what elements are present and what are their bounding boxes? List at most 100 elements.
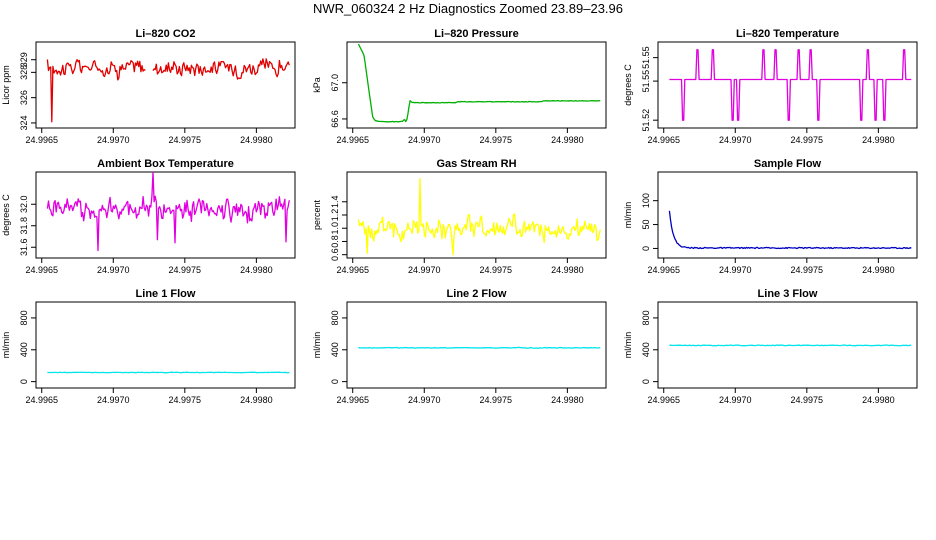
panel-title: Line 2 Flow <box>447 288 507 300</box>
x-tick-label: 24.9970 <box>408 135 441 145</box>
y-tick-label: 800 <box>19 310 29 325</box>
data-series-line <box>358 346 601 349</box>
x-tick-label: 24.9980 <box>551 265 584 275</box>
x-tick-label: 24.9970 <box>408 395 441 405</box>
x-tick-label: 24.9980 <box>551 395 584 405</box>
y-tick-label: 800 <box>330 310 340 325</box>
x-tick-label: 24.9965 <box>25 395 58 405</box>
x-tick-label: 24.9975 <box>791 395 824 405</box>
data-series-line <box>357 43 601 123</box>
data-series-line <box>669 49 912 121</box>
y-tick-label: 0 <box>19 379 29 384</box>
x-tick-label: 24.9965 <box>647 265 680 275</box>
chart-panel-2: Li–820 Pressure kPa 24.9965 24.9970 24.9975 2… <box>312 28 607 145</box>
y-tick-label: 329 <box>19 52 29 67</box>
x-tick-label: 24.9965 <box>336 135 369 145</box>
x-tick-label: 24.9965 <box>336 395 369 405</box>
y-tick-label: 100 <box>641 193 651 208</box>
y-tick-label: 51.52 <box>641 109 651 132</box>
x-tick-label: 24.9965 <box>647 135 680 145</box>
data-series-line <box>46 172 290 252</box>
x-tick-label: 24.9970 <box>97 395 130 405</box>
x-tick-label: 24.9980 <box>862 265 895 275</box>
plot-frame <box>657 41 918 129</box>
y-axis-label: percent <box>312 199 322 230</box>
x-tick-label: 24.9970 <box>719 395 752 405</box>
plot-frame <box>35 171 296 259</box>
y-tick-label: 66.6 <box>330 110 340 128</box>
y-tick-label: 50 <box>641 220 651 230</box>
x-tick-label: 24.9975 <box>169 135 202 145</box>
panel-title: Li–820 Pressure <box>434 28 518 40</box>
plot-frame <box>346 171 607 259</box>
y-tick-label: 32.0 <box>19 195 29 213</box>
chart-panel-5: Gas Stream RH percent 24.9965 24.9970 24.997… <box>312 158 607 275</box>
data-series-line <box>46 58 290 123</box>
y-axis-label: Licor ppm <box>1 65 11 105</box>
y-axis-label: degrees C <box>623 64 633 106</box>
x-tick-label: 24.9965 <box>25 135 58 145</box>
y-axis-label: degrees C <box>1 194 11 236</box>
x-tick-label: 24.9975 <box>791 265 824 275</box>
y-tick-label: 0 <box>330 379 340 384</box>
panel-title: Line 3 Flow <box>758 288 818 300</box>
panel-title: Line 1 Flow <box>136 288 196 300</box>
x-tick-label: 24.9980 <box>240 265 273 275</box>
x-tick-label: 24.9970 <box>719 265 752 275</box>
x-tick-label: 24.9975 <box>169 395 202 405</box>
chart-panel-3: Li–820 Temperature degrees C 24.9965 24.997… <box>623 28 918 145</box>
y-tick-label: 324 <box>19 115 29 130</box>
plot-frame <box>35 301 296 389</box>
y-tick-label: 400 <box>19 342 29 357</box>
x-tick-label: 24.9980 <box>862 395 895 405</box>
y-axis-label: ml/min <box>623 202 633 229</box>
y-tick-label: 800 <box>641 310 651 325</box>
chart-panel-7: Line 1 Flow ml/min 24.9965 24.9970 24.9975 24… <box>1 288 296 405</box>
x-tick-label: 24.9970 <box>719 135 752 145</box>
y-tick-label: 0.6 <box>330 248 340 261</box>
page-title: NWR_060324 2 Hz Diagnostics Zoomed 23.89… <box>312 1 623 16</box>
y-tick-label: 51.55 <box>641 70 651 93</box>
chart-panel-1: Li–820 CO2 Licor ppm 24.9965 24.9970 24.9975… <box>1 28 296 145</box>
plot-frame <box>346 41 607 129</box>
y-tick-label: 0 <box>641 379 651 384</box>
y-tick-label: 31.8 <box>19 217 29 235</box>
y-axis-label: ml/min <box>623 332 633 359</box>
x-tick-label: 24.9980 <box>551 135 584 145</box>
y-tick-label: 31.6 <box>19 238 29 256</box>
chart-panel-9: Line 3 Flow ml/min 24.9965 24.9970 24.9975 24… <box>623 288 918 405</box>
y-axis-label: kPa <box>312 77 322 93</box>
y-axis-label: ml/min <box>1 332 11 359</box>
y-tick-label: 1.4 <box>330 196 340 209</box>
x-tick-label: 24.9965 <box>336 265 369 275</box>
x-tick-label: 24.9965 <box>647 395 680 405</box>
y-tick-label: 0 <box>641 246 651 251</box>
plot-frame <box>346 301 607 389</box>
y-tick-label: 1.0 <box>330 222 340 235</box>
y-tick-label: 51.55 <box>641 46 651 69</box>
x-tick-label: 24.9970 <box>97 265 130 275</box>
x-tick-label: 24.9975 <box>480 395 513 405</box>
y-tick-label: 1.2 <box>330 209 340 222</box>
data-series-line <box>357 177 601 256</box>
x-tick-label: 24.9970 <box>97 135 130 145</box>
y-axis-label: ml/min <box>312 332 322 359</box>
x-tick-label: 24.9975 <box>480 135 513 145</box>
chart-panel-6: Sample Flow ml/min 24.9965 24.9970 24.9975 24… <box>623 158 918 275</box>
x-tick-label: 24.9980 <box>240 135 273 145</box>
y-tick-label: 400 <box>641 342 651 357</box>
panel-title: Sample Flow <box>754 158 822 170</box>
x-tick-label: 24.9975 <box>169 265 202 275</box>
x-tick-label: 24.9970 <box>408 265 441 275</box>
x-tick-label: 24.9980 <box>240 395 273 405</box>
y-tick-label: 328 <box>19 65 29 80</box>
chart-panel-8: Line 2 Flow ml/min 24.9965 24.9970 24.9975 24… <box>312 288 607 405</box>
data-series-line <box>668 210 912 250</box>
x-tick-label: 24.9965 <box>25 265 58 275</box>
plot-frame <box>657 171 918 259</box>
x-tick-label: 24.9975 <box>480 265 513 275</box>
y-tick-label: 0.8 <box>330 235 340 248</box>
chart-panel-4: Ambient Box Temperature degrees C 24.9965 2… <box>1 158 296 275</box>
plot-frame <box>657 301 918 389</box>
